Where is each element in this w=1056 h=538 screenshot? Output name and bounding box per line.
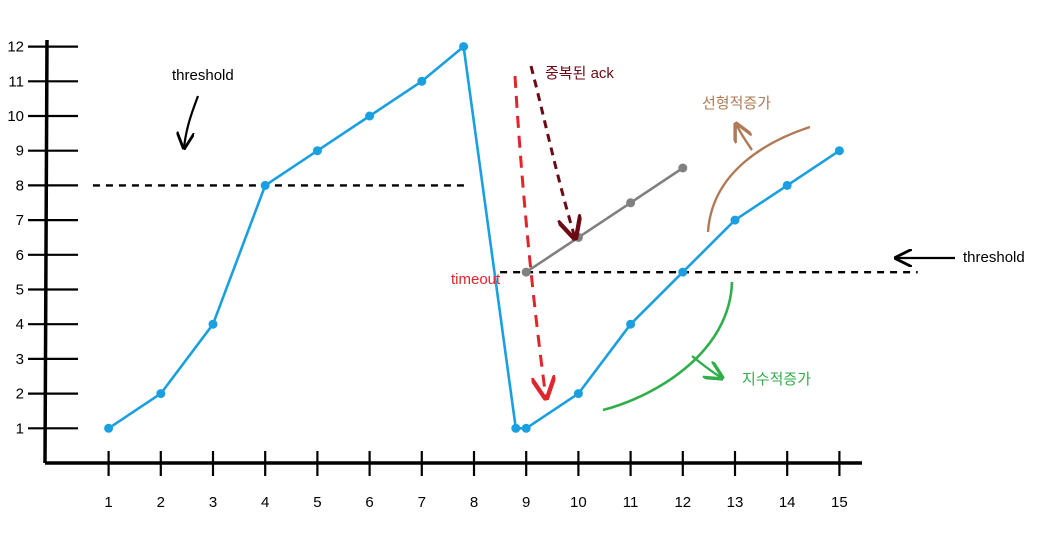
y-tick-label-7: 7 <box>16 212 24 229</box>
exponential-increase-arrow <box>602 281 734 412</box>
x-tick-label-1: 1 <box>104 494 112 511</box>
threshold-label-right: threshold <box>963 249 1025 266</box>
y-tick-label-8: 8 <box>16 177 24 194</box>
series-main-point-11 <box>573 389 583 399</box>
x-tick-label-2: 2 <box>157 494 165 511</box>
y-tick-label-2: 2 <box>16 386 24 403</box>
y-tick-label-5: 5 <box>16 282 24 299</box>
timeout-label: timeout <box>451 271 501 288</box>
series-main-point-15 <box>782 180 792 190</box>
series-main-point-10 <box>521 423 531 433</box>
series-main-point-3 <box>208 319 218 329</box>
annotation-arrows <box>184 65 955 412</box>
series-main-point-14 <box>730 215 740 225</box>
timeout-arrow <box>513 75 546 398</box>
x-tick-label-10: 10 <box>570 494 587 511</box>
series-alternative-point-3 <box>626 198 636 208</box>
y-tick-label-6: 6 <box>16 247 24 264</box>
linear-increase-label: 선형적증가 <box>702 95 771 112</box>
x-tick-label-9: 9 <box>522 494 530 511</box>
x-tick-label-14: 14 <box>779 494 796 511</box>
duplicate-ack-label: 중복된 ack <box>545 65 614 82</box>
series-main-point-5 <box>312 146 322 156</box>
x-tick-label-13: 13 <box>727 494 744 511</box>
y-tick-label-3: 3 <box>16 351 24 368</box>
series-alternative-point-1 <box>521 267 531 277</box>
x-tick-label-3: 3 <box>209 494 217 511</box>
y-tick-label-4: 4 <box>16 316 24 333</box>
series-main-point-6 <box>365 111 375 121</box>
y-tick-label-12: 12 <box>7 39 24 56</box>
x-tick-label-5: 5 <box>313 494 321 511</box>
exponential-increase-label: 지수적증가 <box>742 371 811 388</box>
series-main-point-12 <box>626 319 636 329</box>
series-main-point-13 <box>678 267 688 277</box>
threshold-label-left: threshold <box>172 67 234 84</box>
series-main-point-16 <box>834 146 844 156</box>
series-main-point-8 <box>459 42 469 52</box>
x-tick-label-6: 6 <box>365 494 373 511</box>
series-main-point-4 <box>260 180 270 190</box>
y-tick-label-9: 9 <box>16 143 24 160</box>
y-axis <box>43 39 49 464</box>
exponential-increase-pointer <box>691 355 722 378</box>
threshold-left-arrow <box>184 95 200 148</box>
series-main-point-9 <box>511 423 521 433</box>
x-ticks: 1 2 3 4 5 6 7 8 9 10 11 12 13 14 15 <box>104 451 848 511</box>
series-alternative-line <box>524 166 685 274</box>
duplicate-ack-arrow <box>529 65 575 238</box>
x-tick-label-8: 8 <box>470 494 478 511</box>
series-layer <box>104 42 844 433</box>
x-tick-label-7: 7 <box>418 494 426 511</box>
series-main-point-2 <box>156 389 166 399</box>
y-tick-label-1: 1 <box>16 420 24 437</box>
y-tick-label-10: 10 <box>7 108 24 125</box>
series-main-line <box>107 45 841 430</box>
series-main-point-7 <box>417 76 427 86</box>
x-tick-label-12: 12 <box>674 494 691 511</box>
threshold-lines <box>92 184 918 274</box>
x-tick-label-11: 11 <box>623 494 639 511</box>
linear-increase-arrow <box>706 124 811 233</box>
y-tick-label-11: 11 <box>8 73 24 90</box>
annotation-texts: threshold threshold 중복된 ack timeout 선형적증… <box>172 65 1025 388</box>
x-tick-label-15: 15 <box>831 494 848 511</box>
series-alternative-point-4 <box>678 163 688 173</box>
x-tick-label-4: 4 <box>261 494 269 511</box>
series-main-point-1 <box>104 423 114 433</box>
